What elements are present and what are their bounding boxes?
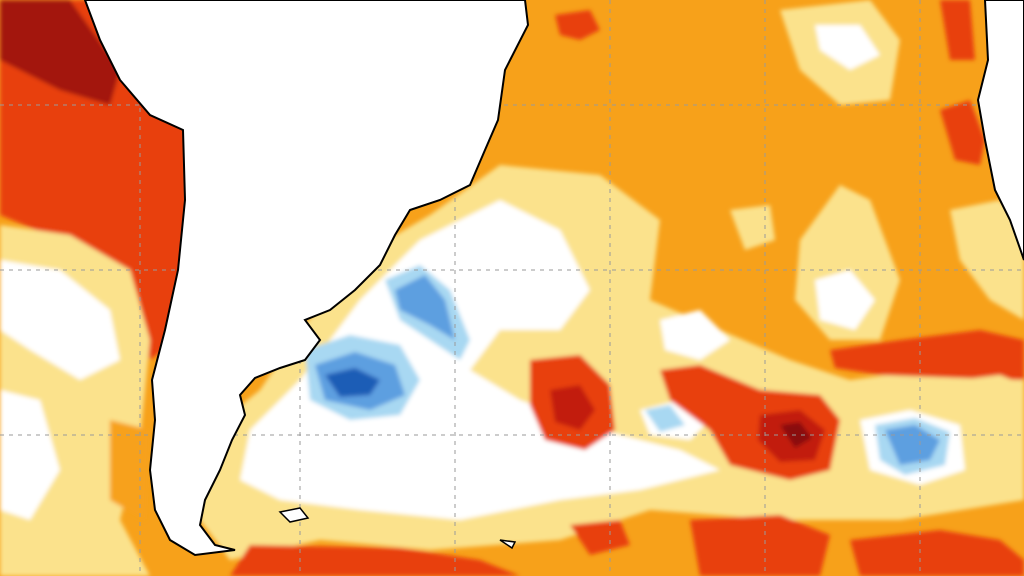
- south-america: [83, 0, 530, 557]
- africa: [976, 0, 1024, 261]
- falkland-islands: [278, 507, 310, 523]
- island: [499, 539, 517, 550]
